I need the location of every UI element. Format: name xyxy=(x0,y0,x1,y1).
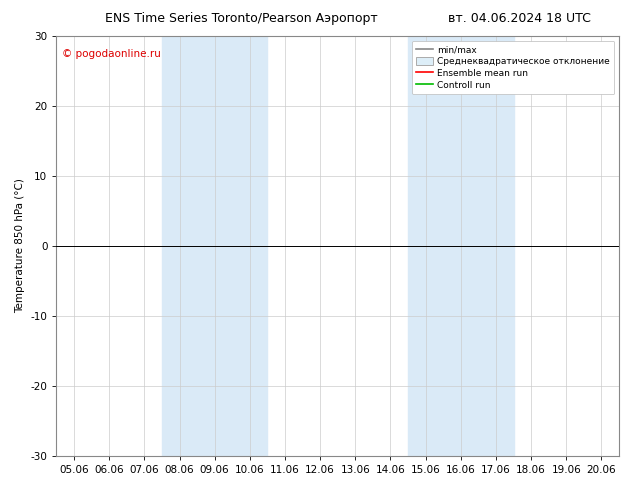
Text: © pogodaonline.ru: © pogodaonline.ru xyxy=(62,49,161,59)
Text: вт. 04.06.2024 18 UTC: вт. 04.06.2024 18 UTC xyxy=(448,12,592,25)
Bar xyxy=(162,36,268,456)
Bar xyxy=(408,36,514,456)
Y-axis label: Temperature 850 hPa (°C): Temperature 850 hPa (°C) xyxy=(15,179,25,314)
Legend: min/max, Среднеквадратическое отклонение, Ensemble mean run, Controll run: min/max, Среднеквадратическое отклонение… xyxy=(412,41,614,95)
Text: ENS Time Series Toronto/Pearson Аэропорт: ENS Time Series Toronto/Pearson Аэропорт xyxy=(105,12,377,25)
